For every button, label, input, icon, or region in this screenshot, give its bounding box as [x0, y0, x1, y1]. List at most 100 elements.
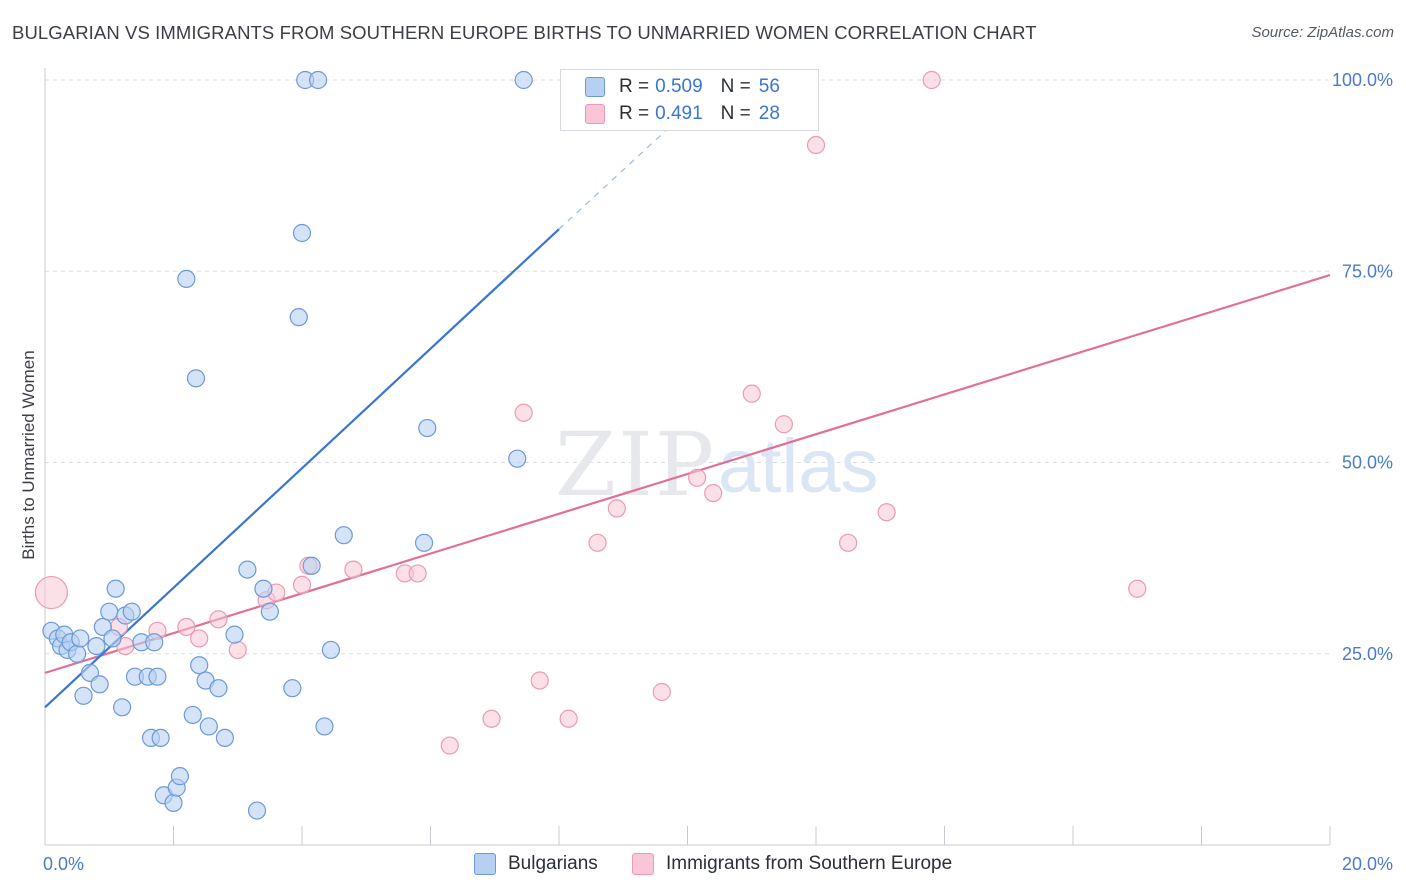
point-immigrants: [440, 736, 459, 755]
point-bulgarians: [308, 70, 328, 90]
point-immigrants: [588, 533, 607, 552]
point-immigrants: [408, 564, 427, 583]
point-immigrants: [922, 70, 941, 90]
legend-n-label: N =: [720, 76, 751, 97]
legend-r-value: 0.491: [655, 103, 703, 124]
point-bulgarians: [190, 656, 209, 675]
y-tick-label: 50.0%: [1342, 453, 1393, 473]
point-bulgarians: [122, 602, 141, 621]
watermark-zip: ZIP: [555, 413, 716, 516]
point-bulgarians: [418, 418, 437, 438]
point-immigrants: [292, 575, 312, 595]
legend-swatch-blue: [585, 77, 605, 97]
point-bulgarians: [151, 728, 170, 748]
point-bulgarians: [292, 223, 312, 243]
point-immigrants: [839, 533, 858, 552]
watermark: ZIP atlas: [555, 413, 879, 516]
point-bulgarians: [508, 449, 527, 468]
point-bulgarians: [238, 560, 257, 579]
point-bulgarians: [321, 640, 341, 660]
point-bulgarians: [215, 728, 234, 748]
grid-lines: [45, 79, 1330, 655]
point-bulgarians: [186, 369, 206, 388]
point-bulgarians: [71, 629, 90, 648]
legend-n-label: N =: [720, 103, 751, 124]
point-immigrants: [34, 575, 69, 610]
source-label: Source: ZipAtlas.com: [1251, 24, 1394, 41]
point-bulgarians: [74, 686, 93, 705]
point-immigrants: [688, 468, 707, 487]
bottom-legend-bulgarians: Bulgarians: [474, 851, 598, 877]
point-bulgarians: [106, 579, 125, 598]
chart-title: BULGARIAN VS IMMIGRANTS FROM SOUTHERN EU…: [12, 22, 1037, 43]
point-bulgarians: [247, 801, 267, 820]
point-bulgarians: [100, 602, 119, 621]
point-bulgarians: [315, 717, 334, 736]
point-bulgarians: [170, 767, 190, 786]
point-immigrants: [228, 640, 247, 660]
point-immigrants: [530, 671, 549, 690]
point-bulgarians: [112, 698, 132, 717]
point-bulgarians: [177, 269, 196, 288]
legend-r-label: R =: [619, 76, 650, 97]
point-bulgarians: [183, 705, 202, 725]
point-bulgarians: [164, 793, 183, 813]
bottom-legend-swatch-pink: [632, 853, 654, 875]
point-bulgarians: [514, 70, 533, 90]
point-immigrants: [559, 709, 578, 728]
point-bulgarians: [225, 625, 244, 644]
bottom-legend-label: Immigrants from Southern Europe: [666, 853, 953, 874]
legend-r-value: 0.509: [655, 76, 703, 97]
point-bulgarians: [87, 636, 106, 656]
point-immigrants: [806, 135, 826, 155]
point-immigrants: [344, 560, 363, 579]
point-bulgarians: [260, 602, 279, 621]
tick-labels: 25.0% 50.0% 75.0% 100.0% 0.0% 20.0%: [43, 70, 1393, 874]
y-tick-label: 75.0%: [1342, 261, 1393, 281]
trend-line-bulgarians: [44, 228, 560, 709]
point-immigrants: [1128, 579, 1147, 598]
point-bulgarians: [145, 633, 164, 652]
point-bulgarians: [289, 308, 308, 327]
y-tick-label: 100.0%: [1332, 70, 1393, 90]
bottom-legend-label: Bulgarians: [508, 853, 598, 874]
point-bulgarians: [103, 629, 122, 648]
point-bulgarians: [148, 667, 167, 686]
point-immigrants: [209, 610, 228, 629]
point-immigrants: [704, 484, 723, 503]
legend-n-value: 28: [758, 103, 780, 124]
point-immigrants: [482, 709, 501, 728]
correlation-legend: R = 0.509 N = 56 R = 0.491 N = 28: [560, 69, 819, 131]
trend-line-immigrants: [44, 274, 1331, 674]
point-bulgarians: [334, 526, 353, 545]
point-immigrants: [514, 403, 533, 422]
point-bulgarians: [90, 675, 109, 694]
point-bulgarians: [209, 679, 228, 698]
legend-n-value: 56: [758, 76, 780, 97]
watermark-atlas: atlas: [718, 424, 879, 509]
legend-row-immigrants: R = 0.491 N = 28: [585, 101, 780, 127]
legend-row-bulgarians: R = 0.509 N = 56: [585, 74, 780, 100]
point-immigrants: [774, 415, 793, 434]
point-bulgarians: [302, 556, 321, 575]
point-bulgarians: [283, 679, 302, 698]
point-immigrants: [607, 499, 626, 518]
point-immigrants: [177, 617, 196, 637]
point-bulgarians: [68, 644, 87, 663]
x-tick-label: 0.0%: [43, 854, 84, 874]
x-tick-label: 20.0%: [1342, 854, 1393, 874]
legend-swatch-pink: [585, 104, 605, 124]
point-immigrants: [742, 384, 761, 403]
point-immigrants: [877, 503, 896, 522]
point-bulgarians: [414, 533, 434, 552]
y-axis-label: Births to Unmarried Women: [19, 350, 38, 559]
bottom-legend-swatch-blue: [474, 853, 496, 875]
axes: [44, 68, 1331, 846]
point-bulgarians: [199, 717, 218, 736]
point-bulgarians: [254, 579, 273, 598]
bottom-legend-immigrants: Immigrants from Southern Europe: [632, 851, 952, 877]
point-immigrants: [652, 682, 671, 702]
points-bulgarians: [42, 70, 533, 820]
trend-lines: [44, 110, 1331, 709]
legend-r-label: R =: [619, 103, 650, 124]
